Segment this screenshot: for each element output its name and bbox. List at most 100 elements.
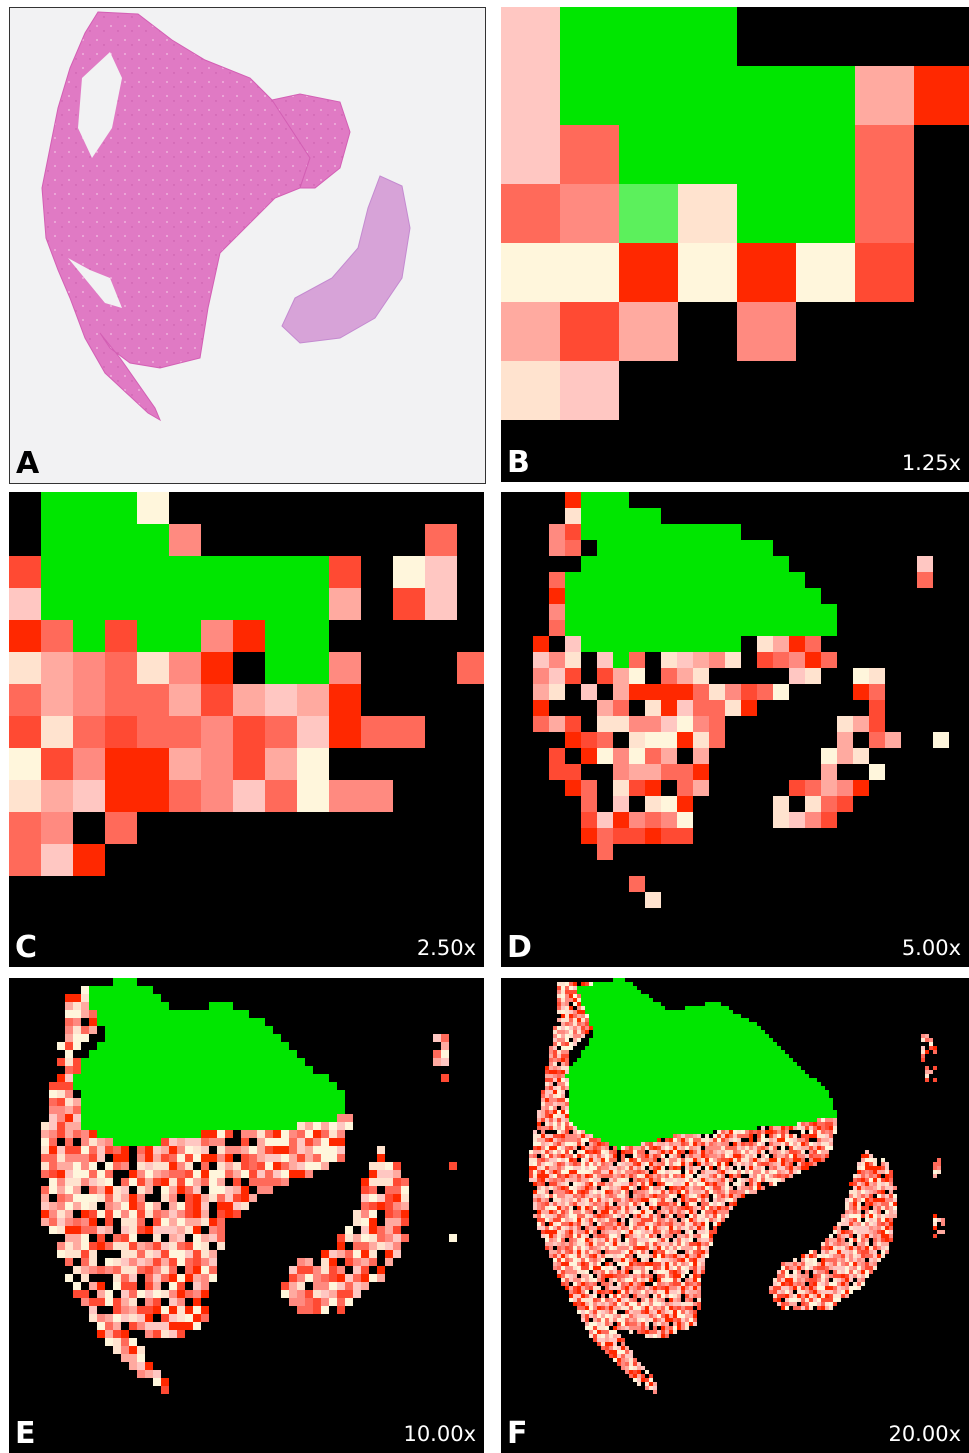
heatmap-cell [81,1170,89,1178]
heatmap-cell [733,1138,737,1142]
heatmap-cell [177,1082,185,1090]
heatmap-cell [681,1130,685,1134]
heatmap-cell [613,1022,617,1026]
heatmap-cell [657,1178,661,1182]
heatmap-cell [581,780,597,796]
heatmap-cell [613,1002,617,1006]
heatmap-cell [861,1194,865,1198]
heatmap-cell [793,1074,797,1078]
heatmap-cell [249,1066,257,1074]
heatmap-cell [560,7,619,66]
heatmap-cell [601,1122,605,1126]
heatmap-cell [629,540,645,556]
heatmap-cell [777,1054,781,1058]
heatmap-cell [761,1142,765,1146]
heatmap-cell [541,1182,545,1186]
heatmap-cell [81,1138,89,1146]
heatmap-cell [797,1098,801,1102]
heatmap-cell [557,1010,561,1014]
heatmap-cell [193,1066,201,1074]
heatmap-cell [617,1186,621,1190]
heatmap-cell [629,636,645,652]
heatmap-cell [705,1074,709,1078]
heatmap-cell [557,1190,561,1194]
heatmap-cell [737,1158,741,1162]
heatmap-cell [697,1110,701,1114]
heatmap-cell [737,1030,741,1034]
heatmap-cell [601,1146,605,1150]
heatmap-cell [609,1006,613,1010]
heatmap-cell [241,1010,249,1018]
heatmap-cell [297,1162,305,1170]
heatmap-cell [545,1178,549,1182]
heatmap-cell [657,1118,661,1122]
heatmap-cell [73,780,105,812]
heatmap-cell [549,1142,553,1146]
heatmap-cell [709,1186,713,1190]
heatmap-cell [609,1110,613,1114]
heatmap-cell [57,1226,65,1234]
heatmap-cell [705,1018,709,1022]
heatmap-cell [401,1178,409,1186]
heatmap-cell [577,1138,581,1142]
heatmap-cell [613,1102,617,1106]
heatmap-cell [661,1130,665,1134]
heatmap-cell [701,1130,705,1134]
heatmap-cell [573,986,577,990]
heatmap-cell [669,1086,673,1090]
heatmap-cell [73,1250,81,1258]
heatmap-cell [645,1154,649,1158]
heatmap-cell [105,620,137,652]
heatmap-cell [789,1070,793,1074]
heatmap-cell [713,1030,717,1034]
heatmap-cell [757,1178,761,1182]
heatmap-cell [649,1090,653,1094]
heatmap-cell [801,1070,805,1074]
heatmap-cell [89,1306,97,1314]
heatmap-cell [773,1150,777,1154]
heatmap-cell [321,1162,329,1170]
heatmap-cell [713,1110,717,1114]
heatmap-cell [773,1078,777,1082]
heatmap-cell [781,1074,785,1078]
heatmap-cell [665,1014,669,1018]
heatmap-cell [621,1022,625,1026]
heatmap-cell [585,1014,589,1018]
heatmap-cell [549,1146,553,1150]
heatmap-cell [813,1078,817,1082]
heatmap-cell [565,1134,569,1138]
heatmap-cell [629,508,645,524]
heatmap-cell [41,1194,49,1202]
heatmap-cell [9,780,41,812]
heatmap-cell [645,1114,649,1118]
heatmap-cell [693,604,709,620]
heatmap-cell [721,1098,725,1102]
heatmap-cell [369,1178,377,1186]
heatmap-cell [749,1142,753,1146]
heatmap-cell [177,1034,185,1042]
heatmap-cell [741,1182,745,1186]
heatmap-cell [625,1162,629,1166]
heatmap-cell [665,1038,669,1042]
heatmap-cell [685,1154,689,1158]
heatmap-cell [681,1162,685,1166]
panel-label: C [15,930,38,965]
heatmap-cell [721,1178,725,1182]
heatmap-cell [673,1114,677,1118]
heatmap-cell [185,1306,193,1314]
heatmap-cell [561,1026,565,1030]
heatmap-cell [593,1046,597,1050]
heatmap-cell [853,1198,857,1202]
heatmap-cell [609,1066,613,1070]
heatmap-cell [797,1110,801,1114]
heatmap-cell [353,1242,361,1250]
heatmap-cell [177,1026,185,1034]
heatmap-cell [777,1166,781,1170]
heatmap-cell [193,1074,201,1082]
heatmap-cell [773,1042,777,1046]
heatmap-cell [565,1130,569,1134]
heatmap-cell [769,1050,773,1054]
heatmap-cell [741,572,757,588]
heatmap-cell [613,1110,617,1114]
heatmap-cell [361,780,393,812]
